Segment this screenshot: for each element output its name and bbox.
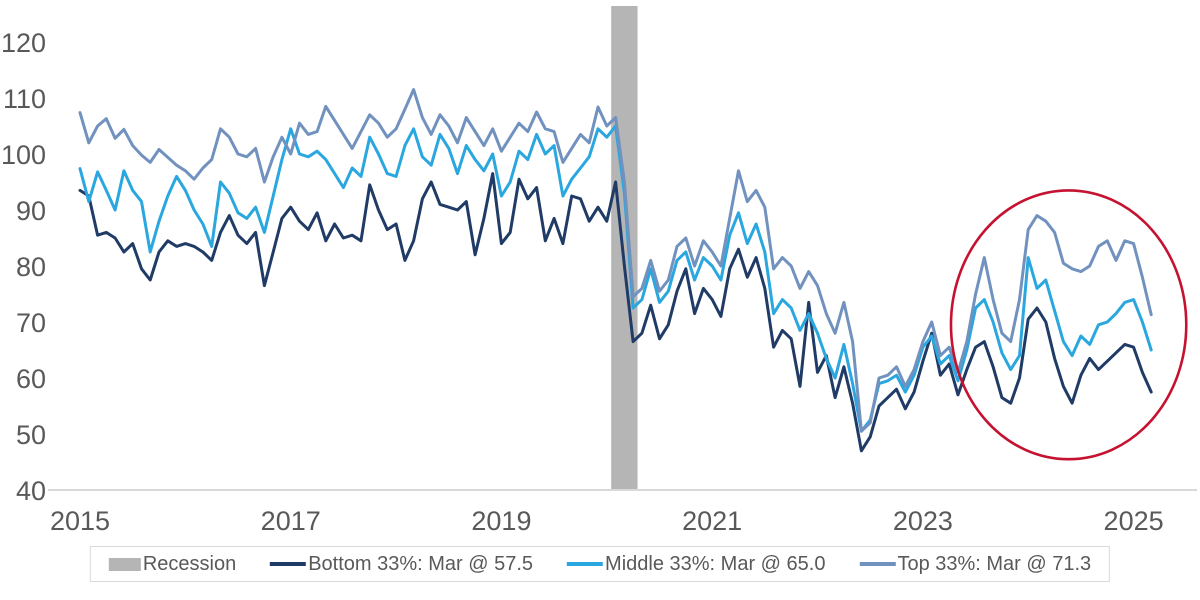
svg-text:100: 100 bbox=[1, 140, 46, 170]
svg-text:2023: 2023 bbox=[893, 506, 953, 536]
svg-text:2019: 2019 bbox=[471, 506, 531, 536]
legend-item-recession: Recession bbox=[108, 552, 237, 576]
svg-text:120: 120 bbox=[1, 28, 46, 58]
legend-item-bottom-33: Bottom 33%: Mar @ 57.5 bbox=[270, 553, 533, 576]
legend-label-bottom-33: Bottom 33%: Mar @ 57.5 bbox=[308, 552, 534, 575]
bottom-33-line-swatch bbox=[270, 562, 307, 566]
chart-legend: Recession Bottom 33%: Mar @ 57.5 Middle … bbox=[89, 546, 1111, 582]
svg-text:40: 40 bbox=[16, 476, 46, 506]
chart-canvas: 40 50 60 70 80 90 100 110 120 2015 2017 2019 2021 202… bbox=[1, 6, 1197, 536]
svg-text:2021: 2021 bbox=[682, 506, 742, 536]
legend-label-top-33: Top 33%: Mar @ 71.3 bbox=[897, 552, 1092, 575]
svg-text:70: 70 bbox=[16, 308, 46, 338]
middle-33-line-swatch bbox=[567, 562, 604, 566]
top-33-line-swatch bbox=[859, 562, 896, 566]
svg-text:110: 110 bbox=[3, 84, 46, 114]
svg-text:2025: 2025 bbox=[1104, 506, 1164, 536]
svg-text:90: 90 bbox=[16, 196, 46, 226]
svg-text:2015: 2015 bbox=[50, 506, 110, 536]
legend-item-top-33: Top 33%: Mar @ 71.3 bbox=[859, 553, 1091, 576]
svg-text:80: 80 bbox=[16, 252, 46, 282]
svg-text:2017: 2017 bbox=[261, 506, 321, 536]
legend-label-middle-33: Middle 33%: Mar @ 65.0 bbox=[605, 552, 826, 575]
legend-item-middle-33: Middle 33%: Mar @ 65.0 bbox=[567, 553, 825, 576]
legend-label-recession: Recession bbox=[142, 552, 237, 575]
svg-text:50: 50 bbox=[16, 420, 46, 450]
svg-text:60: 60 bbox=[16, 364, 46, 394]
recession-band-swatch bbox=[108, 557, 141, 571]
